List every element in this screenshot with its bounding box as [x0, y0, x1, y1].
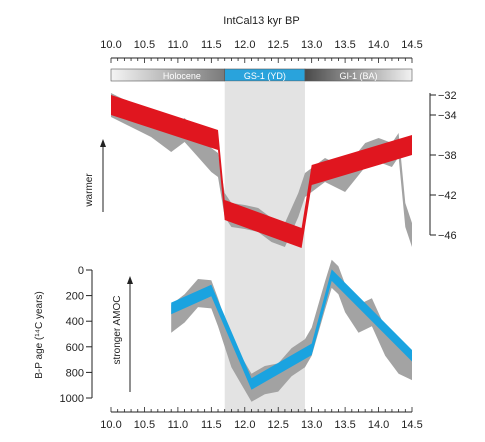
stronger-amoc-arrow-head: [127, 276, 133, 284]
x-tick-label: 14.5: [401, 419, 422, 431]
stronger-amoc-label: stronger AMOC: [112, 296, 123, 365]
y-tick-label: 600: [66, 342, 84, 354]
x-tick-label: 10.5: [134, 419, 155, 431]
x-tick-label: 11.0: [168, 39, 189, 51]
bottom-y-axis-title: B-P age (¹⁴C years): [34, 291, 45, 378]
warmer-label: warmer: [84, 173, 95, 208]
top-y-axis: −32 −34 −38 −42 −46: [429, 90, 457, 242]
period-label: Holocene: [163, 71, 201, 81]
period-label: GI-1 (BA): [339, 71, 377, 81]
x-tick-label: 12.5: [268, 419, 289, 431]
y-tick-label: −42: [438, 190, 457, 202]
x-tick-label: 14.5: [401, 39, 422, 51]
x-tick-label: 13.0: [301, 419, 322, 431]
x-tick-label: 10.0: [100, 39, 121, 51]
x-tick-label: 12.0: [234, 39, 255, 51]
x-tick-label: 13.5: [334, 419, 355, 431]
amoc-fit-band: [171, 269, 412, 390]
y-tick-label: −34: [438, 110, 457, 122]
y-tick-label: 800: [66, 367, 84, 379]
y-tick-label: 0: [78, 265, 84, 277]
y-tick-label: 200: [66, 291, 84, 303]
x-tick-label: 13.0: [301, 39, 322, 51]
top-panel-series: [110, 93, 413, 248]
y-tick-label: 400: [66, 316, 84, 328]
x-tick-label: 11.5: [201, 419, 222, 431]
y-tick-label: 1000: [60, 393, 84, 405]
y-tick-label: −32: [438, 90, 457, 102]
period-segment: [304, 68, 413, 82]
x-tick-label: 12.0: [234, 419, 255, 431]
x-tick-label: 14.0: [368, 39, 389, 51]
temperature-fit-band: [111, 95, 412, 248]
top-x-axis: 10.0 10.5 11.0 11.5 12.0 12.5 13.0 13.5 14.0 14.5: [100, 39, 423, 63]
top-direction-indicator: warmer: [84, 139, 106, 212]
x-tick-label: 11.0: [168, 419, 189, 431]
x-tick-label: 12.5: [268, 39, 289, 51]
bottom-direction-indicator: stronger AMOC B-P age (¹⁴C years): [34, 276, 133, 392]
chart-title: IntCal13 kyr BP: [223, 15, 299, 27]
x-tick-label: 10.5: [134, 39, 155, 51]
y-tick-label: −46: [438, 230, 457, 242]
warmer-arrow-head: [100, 139, 106, 147]
period-band: Holocene GS-1 (YD) GI-1 (BA): [110, 68, 413, 82]
period-label: GS-1 (YD): [244, 71, 286, 81]
bottom-panel-series: [171, 259, 413, 402]
bottom-y-axis: 0 200 400 600 800 1000: [60, 265, 93, 405]
x-tick-label: 10.0: [100, 419, 121, 431]
x-tick-label: 11.5: [201, 39, 222, 51]
x-tick-label: 13.5: [334, 39, 355, 51]
x-tick-label: 14.0: [368, 419, 389, 431]
bottom-x-axis: 10.0 10.5 11.0 11.5 12.0 12.5 13.0 13.5 14.0 14.5: [100, 407, 423, 431]
y-tick-label: −38: [438, 150, 457, 162]
